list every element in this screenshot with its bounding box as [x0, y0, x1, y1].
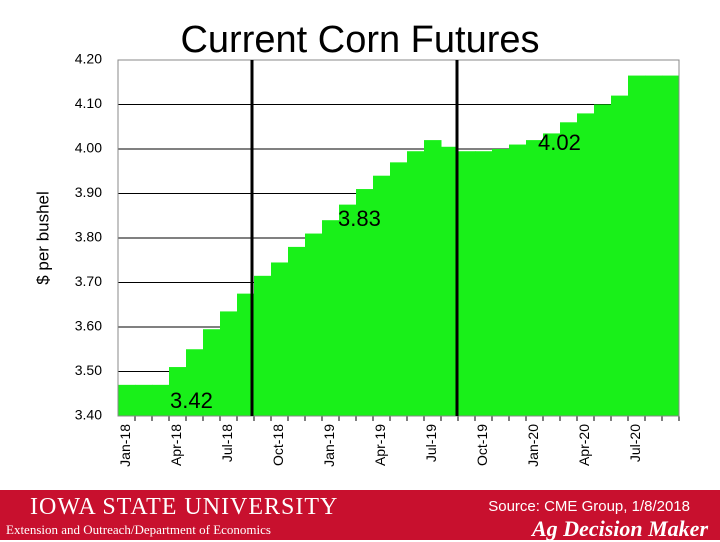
bar — [254, 275, 272, 416]
bar — [424, 140, 442, 416]
x-tick-label: Jan-20 — [525, 424, 541, 467]
annotation: 3.42 — [170, 388, 213, 413]
bar — [339, 204, 357, 416]
y-tick-label: 3.40 — [75, 407, 102, 423]
bar — [577, 113, 595, 417]
chart-title: Current Corn Futures — [180, 19, 539, 61]
bar — [118, 384, 136, 416]
bar — [220, 311, 238, 416]
bar — [322, 220, 340, 416]
annotation: 3.83 — [338, 206, 381, 231]
bar — [475, 151, 493, 416]
footer: IOWA STATE UNIVERSITY Extension and Outr… — [0, 490, 720, 541]
bar — [203, 329, 221, 416]
x-tick-label: Jul-19 — [423, 424, 439, 462]
x-tick-label: Apr-18 — [168, 424, 184, 466]
bar — [407, 151, 425, 416]
university: IOWA STATE UNIVERSITY — [30, 494, 339, 520]
bar — [458, 151, 476, 416]
x-tick-label: Jul-20 — [627, 424, 643, 462]
plot-frame — [117, 59, 680, 417]
y-tick-label: 3.60 — [75, 318, 102, 334]
bar — [186, 349, 204, 416]
y-tick-label: 4.00 — [75, 140, 102, 156]
bar — [169, 367, 187, 416]
bar — [543, 133, 561, 417]
y-tick-label: 3.80 — [75, 229, 102, 245]
x-tick-label: Oct-18 — [270, 424, 286, 466]
bar — [373, 175, 391, 416]
y-tick-label: 3.90 — [75, 184, 102, 200]
x-tick-label: Jan-19 — [321, 424, 337, 467]
bar — [509, 144, 527, 417]
bar — [492, 149, 510, 416]
bar — [390, 162, 408, 416]
x-tick-label: Jan-18 — [117, 424, 133, 467]
department: Extension and Outreach/Department of Eco… — [6, 522, 271, 537]
bar — [611, 95, 629, 416]
x-tick-label: Apr-19 — [372, 424, 388, 466]
bar — [271, 262, 289, 416]
bar — [237, 293, 255, 416]
x-tick-label: Jul-18 — [219, 424, 235, 462]
x-tick-label: Oct-19 — [474, 424, 490, 466]
bar — [356, 189, 374, 416]
annotation: 4.02 — [538, 130, 581, 155]
source: Source: CME Group, 1/8/2018 — [488, 498, 690, 515]
bar — [441, 146, 459, 416]
bar — [135, 384, 153, 416]
bar — [628, 75, 646, 416]
bar — [645, 75, 663, 416]
y-tick-label: 4.20 — [75, 51, 102, 67]
y-tick-label: 4.10 — [75, 95, 102, 111]
bar — [152, 384, 170, 416]
bar — [594, 104, 612, 416]
y-tick-label: 3.70 — [75, 273, 102, 289]
chart: Current Corn Futures $ per bushel 3.40 3.… — [33, 19, 680, 467]
bar — [288, 246, 306, 416]
brand: Ag Decision Maker — [532, 516, 708, 541]
y-axis-label: $ per bushel — [33, 191, 52, 285]
y-tick-label: 3.50 — [75, 362, 102, 378]
x-tick-label: Apr-20 — [576, 424, 592, 466]
bar — [305, 233, 323, 416]
bar — [560, 122, 578, 417]
bar — [662, 75, 680, 416]
bar — [526, 140, 544, 416]
